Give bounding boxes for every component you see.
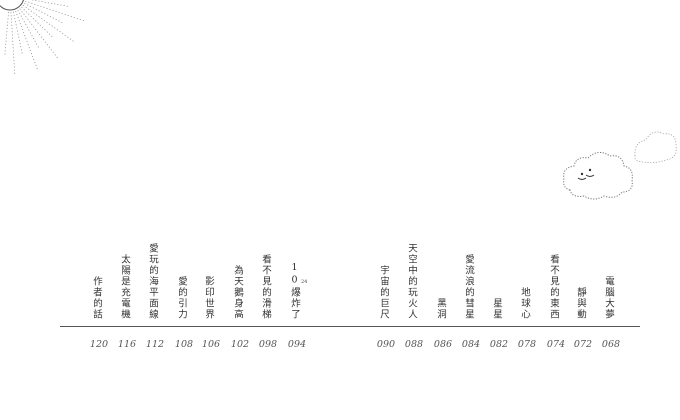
cloud-illustration: [563, 131, 677, 200]
toc-entry-title: 作者的話: [91, 276, 102, 320]
toc-entry[interactable]: 愛的引力: [175, 250, 193, 320]
toc-page-number: 106: [201, 339, 221, 350]
toc-entry[interactable]: 作者的話: [90, 250, 108, 320]
toc-entry[interactable]: 看不見的滑梯: [259, 250, 277, 320]
toc-entry-title: 10爆炸了: [289, 262, 300, 320]
sun-ray: [25, 0, 86, 22]
sun-ray: [4, 11, 10, 56]
toc-entry[interactable]: 為天鵝身高: [231, 250, 249, 320]
toc-page-number: 120: [89, 339, 109, 350]
toc-page-number: 078: [517, 339, 537, 350]
sun-ray: [22, 4, 76, 43]
toc-page-number: 098: [258, 339, 278, 350]
toc-entry[interactable]: 10爆炸了: [288, 250, 306, 320]
toc-entry-title: 愛玩的海平面線: [147, 243, 158, 320]
toc-entry-title: 黑洞: [435, 298, 446, 320]
sun-ray: [19, 8, 60, 60]
toc-entry[interactable]: 看不見的東西: [547, 250, 565, 320]
toc-page-number: 090: [376, 339, 396, 350]
toc-entry[interactable]: 地球心: [518, 250, 536, 320]
toc-page-number: 108: [174, 339, 194, 350]
toc-entry-title: 愛流浪的彗星: [463, 254, 474, 320]
toc-page-number: 072: [573, 339, 593, 350]
sun-ray: [30, 0, 70, 7]
sun-ray: [10, 11, 16, 76]
toc-page-number: 102: [230, 339, 250, 350]
toc-entry[interactable]: 電腦大夢: [602, 250, 620, 320]
toc-entry[interactable]: 太陽是充電機: [118, 250, 136, 320]
toc-divider: [60, 326, 640, 327]
toc-page-number: 082: [489, 339, 509, 350]
sun-illustration: [0, 0, 86, 76]
toc-page-number: 094: [287, 339, 307, 350]
toc-entry-title: 靜與動: [575, 287, 586, 320]
sun-ray: [21, 6, 54, 38]
toc-entry-title: 為天鵝身高: [232, 265, 243, 320]
toc-page-number: 086: [433, 339, 453, 350]
toc-page-number: 084: [461, 339, 481, 350]
toc-page-number: 068: [601, 339, 621, 350]
sun-ray: [17, 9, 40, 49]
toc-page-number: 088: [404, 339, 424, 350]
toc-entry-title: 看不見的東西: [548, 254, 559, 320]
toc-entry-title: 地球心: [519, 287, 530, 320]
toc-page-number: 112: [145, 339, 165, 350]
toc-page-number: 074: [546, 339, 566, 350]
sun-ray: [12, 11, 23, 55]
toc-entry[interactable]: 宇宙的巨尺: [377, 250, 395, 320]
toc-entry-title: 愛的引力: [176, 276, 187, 320]
toc-entry[interactable]: 黑洞: [434, 250, 452, 320]
toc-entry[interactable]: 愛玩的海平面線: [146, 243, 164, 320]
toc-entry-title: 電腦大夢: [603, 276, 614, 320]
toc-entry-title: 影印世界: [203, 276, 214, 320]
toc-entry-title: 宇宙的巨尺: [378, 265, 389, 320]
toc-entry-title: 天空中的玩火人: [406, 243, 417, 320]
toc-entry[interactable]: 愛流浪的彗星: [462, 250, 480, 320]
toc-entry[interactable]: 靜與動: [574, 250, 592, 320]
toc-entry[interactable]: 影印世界: [202, 250, 220, 320]
sun-ray: [15, 10, 39, 72]
toc-entry-title: 看不見的滑梯: [260, 254, 271, 320]
sun-ray: [24, 2, 64, 24]
toc-entry-title: 太陽是充電機: [119, 254, 130, 320]
toc-page-number: 116: [117, 339, 137, 350]
title-superscript: 24: [301, 279, 308, 285]
toc-entry-title: 星星: [491, 298, 502, 320]
toc-entry[interactable]: 天空中的玩火人: [405, 243, 423, 320]
toc-entry[interactable]: 星星: [490, 250, 508, 320]
